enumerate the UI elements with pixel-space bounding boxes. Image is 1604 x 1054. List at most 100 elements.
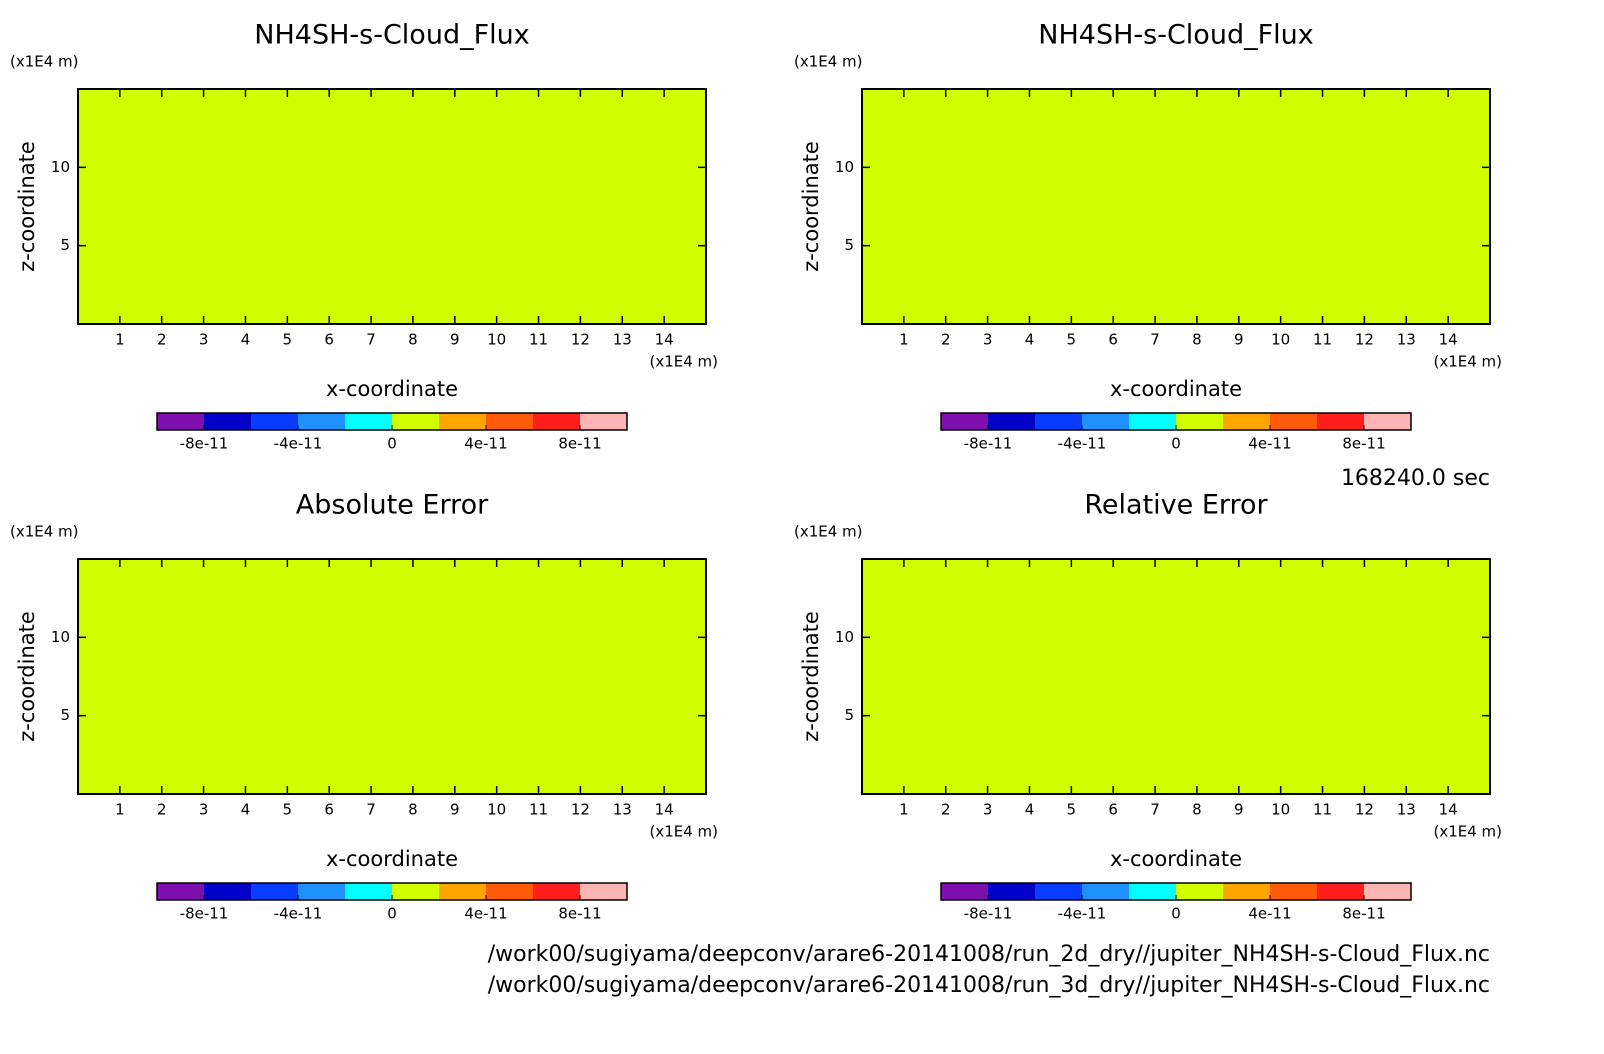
colorbar-segment xyxy=(486,413,533,430)
x-unit: (x1E4 m) xyxy=(649,823,718,841)
x-tick-label: 13 xyxy=(613,331,632,349)
x-tick-label: 1 xyxy=(899,331,909,349)
x-tick-label: 11 xyxy=(1313,331,1332,349)
colorbar-tick-label: -8e-11 xyxy=(964,435,1013,453)
x-tick-label: 1 xyxy=(115,331,125,349)
colorbar-segment xyxy=(533,883,580,900)
x-tick-label: 10 xyxy=(1271,331,1290,349)
y-unit: (x1E4 m) xyxy=(10,523,79,541)
colorbar-tick-label: 4e-11 xyxy=(1248,905,1291,923)
plot-frame xyxy=(861,558,1491,795)
colorbar-tick-label: 0 xyxy=(387,435,397,453)
colorbar-segment xyxy=(1270,883,1317,900)
x-tick-label: 14 xyxy=(1439,801,1458,819)
x-tick-label: 5 xyxy=(283,331,293,349)
x-tick-label: 12 xyxy=(1355,801,1374,819)
colorbar-segment xyxy=(1035,883,1082,900)
y-tick-label: 5 xyxy=(60,706,70,724)
colorbar-segment xyxy=(941,883,988,900)
colorbar-segment xyxy=(298,413,345,430)
x-axis-label: x-coordinate xyxy=(326,377,458,401)
colorbar-tick-label: -8e-11 xyxy=(180,905,229,923)
file-path: /work00/sugiyama/deepconv/arare6-2014100… xyxy=(488,973,1490,998)
colorbar-segment xyxy=(1270,413,1317,430)
x-axis-label: x-coordinate xyxy=(1110,377,1242,401)
colorbar-segment xyxy=(345,883,392,900)
colorbar-tick-label: 4e-11 xyxy=(464,435,507,453)
x-tick-label: 7 xyxy=(1150,801,1160,819)
chart-title: Relative Error xyxy=(1084,490,1268,521)
file-path: /work00/sugiyama/deepconv/arare6-2014100… xyxy=(488,942,1490,967)
colorbar-segment xyxy=(157,883,204,900)
x-tick-label: 3 xyxy=(199,801,209,819)
colorbar-tick-label: -4e-11 xyxy=(274,435,323,453)
x-tick-label: 3 xyxy=(199,331,209,349)
x-tick-label: 6 xyxy=(324,801,334,819)
x-tick-label: 9 xyxy=(450,801,460,819)
x-tick-label: 14 xyxy=(655,801,674,819)
colorbar-segment xyxy=(345,413,392,430)
colorbar-segment xyxy=(1317,413,1364,430)
x-tick-label: 10 xyxy=(487,331,506,349)
plot-frame xyxy=(861,88,1491,325)
x-tick-label: 12 xyxy=(571,801,590,819)
colorbar-tick-label: 0 xyxy=(1171,435,1181,453)
x-tick-label: 9 xyxy=(1234,331,1244,349)
colorbar-segment xyxy=(298,883,345,900)
x-tick-label: 11 xyxy=(529,331,548,349)
colorbar-segment xyxy=(580,883,627,900)
colorbar-segment xyxy=(1223,413,1270,430)
colorbar-segment xyxy=(486,883,533,900)
colorbar-segment xyxy=(392,883,439,900)
x-tick-label: 4 xyxy=(1025,331,1035,349)
colorbar-segment xyxy=(1176,883,1223,900)
x-tick-label: 1 xyxy=(115,801,125,819)
colorbar-segment xyxy=(580,413,627,430)
y-unit: (x1E4 m) xyxy=(10,53,79,71)
x-unit: (x1E4 m) xyxy=(649,353,718,371)
colorbar-tick-label: -4e-11 xyxy=(274,905,323,923)
x-tick-label: 2 xyxy=(941,331,951,349)
y-unit: (x1E4 m) xyxy=(794,53,863,71)
chart-title: NH4SH-s-Cloud_Flux xyxy=(254,20,529,51)
x-tick-label: 7 xyxy=(366,331,376,349)
x-tick-label: 13 xyxy=(613,801,632,819)
colorbar-tick-label: -8e-11 xyxy=(964,905,1013,923)
colorbar-segment xyxy=(1129,883,1176,900)
colorbar-segment xyxy=(439,413,486,430)
y-tick-label: 5 xyxy=(844,236,854,254)
x-unit: (x1E4 m) xyxy=(1433,353,1502,371)
x-tick-label: 6 xyxy=(1108,331,1118,349)
chart-title: NH4SH-s-Cloud_Flux xyxy=(1038,20,1313,51)
y-tick-label: 10 xyxy=(51,628,70,646)
x-tick-label: 4 xyxy=(241,801,251,819)
x-tick-label: 8 xyxy=(408,801,418,819)
colorbar-segment xyxy=(392,413,439,430)
colorbar-tick-label: 8e-11 xyxy=(558,435,601,453)
colorbar-segment xyxy=(1317,883,1364,900)
colorbar-segment xyxy=(157,413,204,430)
colorbar-tick-label: 8e-11 xyxy=(1342,905,1385,923)
x-tick-label: 6 xyxy=(1108,801,1118,819)
y-axis-label: z-coordinate xyxy=(15,611,39,742)
colorbar-segment xyxy=(941,413,988,430)
y-tick-label: 10 xyxy=(835,628,854,646)
field xyxy=(862,559,1490,794)
time-label: 168240.0 sec xyxy=(1341,466,1490,491)
colorbar-tick-label: 0 xyxy=(1171,905,1181,923)
x-tick-label: 5 xyxy=(1067,801,1077,819)
colorbar-segment xyxy=(1035,413,1082,430)
field xyxy=(78,559,706,794)
x-tick-label: 7 xyxy=(1150,331,1160,349)
colorbar-tick-label: 4e-11 xyxy=(464,905,507,923)
colorbar-segment xyxy=(1129,413,1176,430)
x-tick-label: 5 xyxy=(1067,331,1077,349)
chart-title: Absolute Error xyxy=(296,490,489,521)
colorbar-segment xyxy=(251,883,298,900)
y-tick-label: 10 xyxy=(835,158,854,176)
colorbar-segment xyxy=(988,413,1035,430)
colorbar-segment xyxy=(439,883,486,900)
x-tick-label: 14 xyxy=(655,331,674,349)
x-tick-label: 8 xyxy=(1192,331,1202,349)
